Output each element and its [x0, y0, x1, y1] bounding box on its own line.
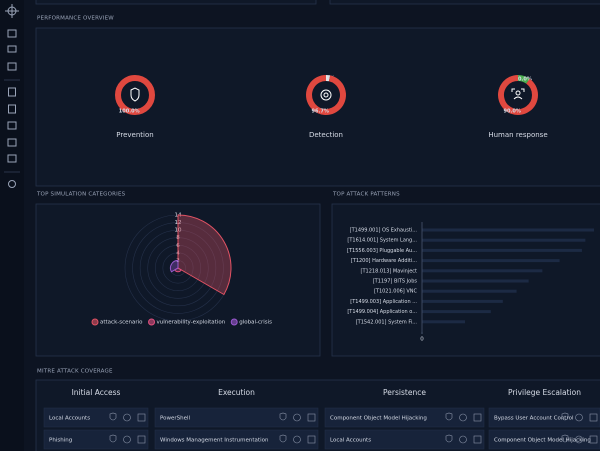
- technique-cell[interactable]: [488, 429, 600, 450]
- technique-name: Windows Management Instrumentation: [160, 438, 269, 444]
- icon: [445, 412, 453, 421]
- technique-cell[interactable]: [154, 429, 319, 450]
- icon: [445, 434, 453, 443]
- section-title: TOP ATTACK PATTERNS: [332, 192, 400, 198]
- section-title: TOP SIMULATION CATEGORIES: [36, 192, 126, 198]
- column-header: Privilege Escalation: [508, 388, 581, 397]
- y-category-label: [T1542.001] System Fi...: [356, 319, 418, 325]
- technique-cell[interactable]: [488, 407, 600, 428]
- technique-cell[interactable]: [154, 407, 319, 428]
- icon: [323, 92, 329, 98]
- bar: [422, 259, 560, 263]
- icon: [515, 90, 521, 96]
- bar: [422, 238, 586, 242]
- bar: [422, 320, 465, 324]
- bar: [422, 299, 503, 303]
- donut-value-label: 96.7%: [312, 108, 329, 114]
- icon: [137, 413, 146, 422]
- bar: [422, 289, 517, 293]
- icon: [307, 413, 316, 422]
- donut-arc: [517, 75, 530, 84]
- bar: [422, 248, 582, 252]
- technique-name: PowerShell: [160, 416, 191, 422]
- icon: [589, 435, 598, 444]
- icon: [589, 413, 598, 422]
- donut-label: Human response: [488, 131, 547, 139]
- donut-arc: [498, 75, 538, 115]
- icon: [575, 413, 583, 422]
- icon: [123, 435, 131, 444]
- icon: [561, 412, 569, 421]
- technique-cell[interactable]: [324, 407, 485, 428]
- bar: [422, 279, 529, 283]
- technique-cell[interactable]: [324, 429, 485, 450]
- bar: [422, 310, 491, 314]
- technique-cell[interactable]: [43, 429, 149, 450]
- donut-label: Prevention: [116, 131, 153, 139]
- donut-arc: [306, 75, 346, 115]
- polar-sector: [177, 214, 232, 296]
- icon: [575, 435, 583, 444]
- icon: [307, 435, 316, 444]
- icon: [459, 435, 467, 444]
- y-category-label: [T1614.001] System Lang...: [347, 238, 417, 244]
- donut-label: Detection: [309, 131, 343, 139]
- y-category-label: [T1499.004] Application o...: [347, 309, 417, 315]
- icon: [109, 434, 117, 443]
- technique-name: Local Accounts: [49, 416, 90, 422]
- technique-name: Bypass User Account Control: [494, 416, 574, 422]
- bar: [422, 269, 543, 273]
- donut-value-label: 90.0%: [504, 108, 521, 114]
- icon: [473, 435, 482, 444]
- technique-name: Local Accounts: [330, 438, 371, 444]
- donut-arc: [115, 75, 155, 115]
- technique-cell[interactable]: [43, 407, 149, 428]
- y-category-label: [T1556.003] Pluggable Au...: [347, 248, 417, 254]
- column-header: Persistence: [383, 388, 426, 397]
- y-category-label: [T1218.013] Mavinject: [361, 268, 418, 274]
- icon: [459, 413, 467, 422]
- donut-value-label: 10.0%: [515, 76, 532, 82]
- y-category-label: [T1197] BITS Jobs: [373, 279, 418, 285]
- column-header: Execution: [218, 388, 255, 397]
- icon: [293, 435, 301, 444]
- icon: [130, 87, 140, 102]
- legend-swatch: [91, 318, 99, 326]
- sidebar: [0, 0, 24, 451]
- legend-swatch: [230, 318, 238, 326]
- bar: [422, 228, 594, 232]
- icon: [561, 434, 569, 443]
- y-category-label: [T1021.006] VNC: [374, 289, 418, 295]
- section-title: MITRE ATTACK COVERAGE: [37, 369, 113, 375]
- technique-name: Component Object Model Hijacking: [330, 416, 427, 422]
- y-category-label: [T1200] Hardware Additi...: [351, 258, 418, 264]
- section-title: PERFORMANCE OVERVIEW: [37, 16, 114, 22]
- icon: [123, 413, 131, 422]
- legend-label: vulnerability-exploitation: [157, 320, 226, 326]
- donut-value-label: 3.3%: [321, 76, 335, 82]
- legend-label: global-crisis: [239, 320, 272, 326]
- technique-name: Component Object Model Hijacking: [494, 438, 591, 444]
- icon: [279, 434, 287, 443]
- icon: [137, 435, 146, 444]
- icon: [109, 412, 117, 421]
- donut-value-label: 100.0%: [119, 108, 140, 114]
- legend-swatch: [148, 318, 156, 326]
- icon: [279, 412, 287, 421]
- polar-sector: [169, 259, 179, 273]
- legend-label: attack-scenario: [100, 320, 143, 326]
- sidebar-icons: [4, 4, 20, 188]
- icon: [320, 89, 332, 101]
- y-category-label: [T1499.001] OS Exhausti...: [350, 228, 418, 234]
- icon: [511, 88, 525, 100]
- icon: [293, 413, 301, 422]
- column-header: Initial Access: [72, 388, 121, 397]
- technique-name: Phishing: [49, 438, 72, 444]
- x-tick-label: 0: [420, 337, 424, 343]
- icon: [473, 413, 482, 422]
- y-category-label: [T1499.003] Application ...: [350, 299, 417, 305]
